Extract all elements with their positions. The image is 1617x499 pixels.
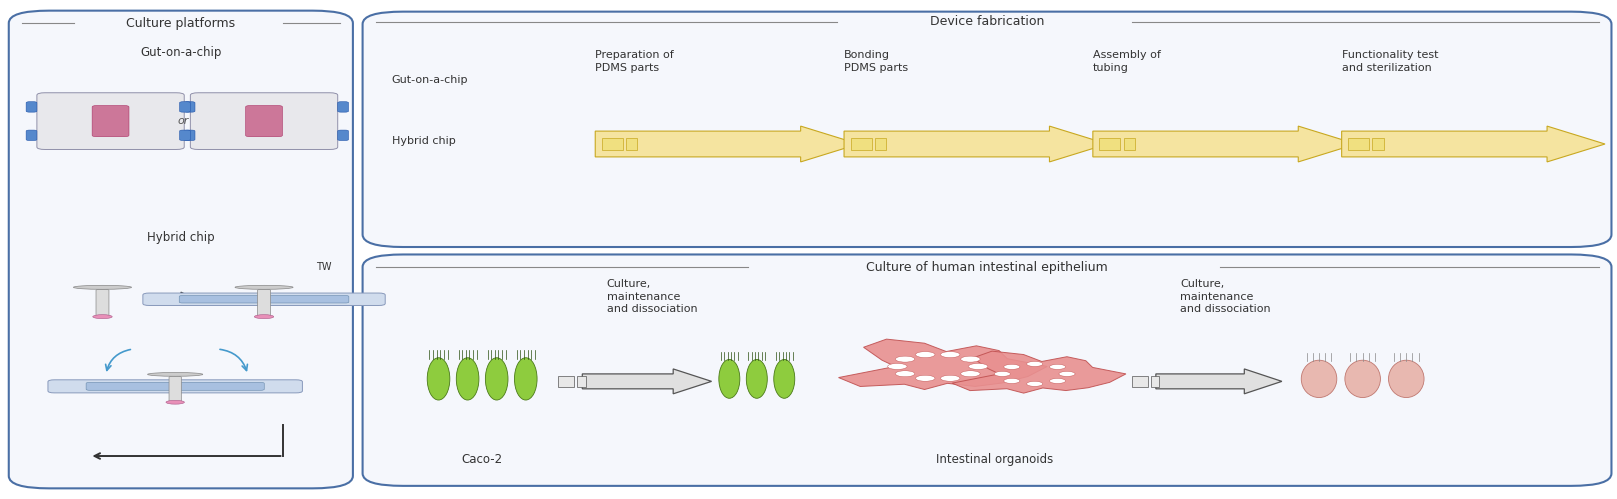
Circle shape [915,375,935,381]
Text: Culture platforms: Culture platforms [126,16,236,29]
Circle shape [1004,378,1020,383]
Text: Culture of human intestinal epithelium: Culture of human intestinal epithelium [867,261,1108,274]
Ellipse shape [775,359,796,398]
Text: Intestinal organoids: Intestinal organoids [936,453,1053,466]
Ellipse shape [514,358,537,400]
FancyBboxPatch shape [37,93,184,150]
Text: Hybrid chip: Hybrid chip [147,231,215,244]
Text: Functionality test
and sterilization: Functionality test and sterilization [1342,50,1438,73]
Circle shape [969,363,988,369]
FancyBboxPatch shape [179,295,349,303]
Bar [1132,376,1148,387]
FancyBboxPatch shape [179,102,191,112]
Ellipse shape [427,358,450,400]
Circle shape [941,352,960,358]
Bar [851,138,872,150]
Circle shape [941,375,960,381]
FancyBboxPatch shape [142,293,385,305]
FancyBboxPatch shape [86,382,264,390]
FancyBboxPatch shape [92,105,129,137]
Text: Gut-on-a-chip: Gut-on-a-chip [391,75,469,85]
FancyBboxPatch shape [26,102,37,112]
Circle shape [1059,371,1075,376]
FancyBboxPatch shape [338,102,348,112]
Bar [1373,138,1384,150]
FancyBboxPatch shape [170,376,181,402]
Polygon shape [582,369,711,394]
FancyBboxPatch shape [257,289,270,317]
FancyBboxPatch shape [362,11,1612,247]
Circle shape [960,371,980,377]
FancyBboxPatch shape [184,102,196,112]
FancyBboxPatch shape [179,130,191,141]
Text: Preparation of
PDMS parts: Preparation of PDMS parts [595,50,674,73]
Ellipse shape [234,285,293,289]
Bar [875,138,886,150]
Polygon shape [1156,369,1282,394]
Circle shape [1049,378,1066,383]
FancyBboxPatch shape [338,130,348,141]
Ellipse shape [720,359,741,398]
Text: Device fabrication: Device fabrication [930,15,1045,28]
FancyBboxPatch shape [95,289,108,317]
Circle shape [1027,361,1043,366]
Bar [1100,138,1121,150]
Text: Caco-2: Caco-2 [461,453,503,466]
Polygon shape [595,126,859,162]
FancyBboxPatch shape [184,130,196,141]
FancyBboxPatch shape [49,380,302,393]
Circle shape [896,371,915,377]
Ellipse shape [1302,360,1337,398]
Ellipse shape [1389,360,1425,398]
Bar [626,138,637,150]
Ellipse shape [485,358,508,400]
Polygon shape [1342,126,1606,162]
Ellipse shape [1345,360,1381,398]
Bar [1151,376,1159,387]
Polygon shape [839,339,1048,390]
FancyBboxPatch shape [246,105,283,137]
Ellipse shape [147,372,202,376]
Bar [1124,138,1135,150]
Circle shape [960,356,980,362]
Text: Culture,
maintenance
and dissociation: Culture, maintenance and dissociation [606,279,697,314]
FancyBboxPatch shape [191,93,338,150]
Text: Assembly of
tubing: Assembly of tubing [1093,50,1161,73]
Text: Culture,
maintenance
and dissociation: Culture, maintenance and dissociation [1180,279,1271,314]
Ellipse shape [167,400,184,404]
Text: Bonding
PDMS parts: Bonding PDMS parts [844,50,909,73]
Circle shape [888,363,907,369]
Polygon shape [1093,126,1357,162]
Bar [602,138,623,150]
Text: TW: TW [315,262,331,272]
Ellipse shape [456,358,479,400]
Circle shape [1027,381,1043,386]
Text: Hybrid chip: Hybrid chip [391,136,456,146]
Circle shape [896,356,915,362]
Ellipse shape [92,315,112,319]
Polygon shape [952,351,1125,393]
Polygon shape [844,126,1108,162]
Text: Gut-on-a-chip: Gut-on-a-chip [141,46,222,59]
Ellipse shape [747,359,768,398]
Bar [558,376,574,387]
Circle shape [994,371,1011,376]
Ellipse shape [254,315,273,319]
FancyBboxPatch shape [8,10,353,489]
Circle shape [915,352,935,358]
Circle shape [1004,364,1020,369]
FancyBboxPatch shape [362,254,1612,486]
Bar [577,376,585,387]
Circle shape [1049,364,1066,369]
Ellipse shape [73,285,131,289]
Text: or: or [178,116,189,126]
FancyBboxPatch shape [26,130,37,141]
Bar [1349,138,1370,150]
